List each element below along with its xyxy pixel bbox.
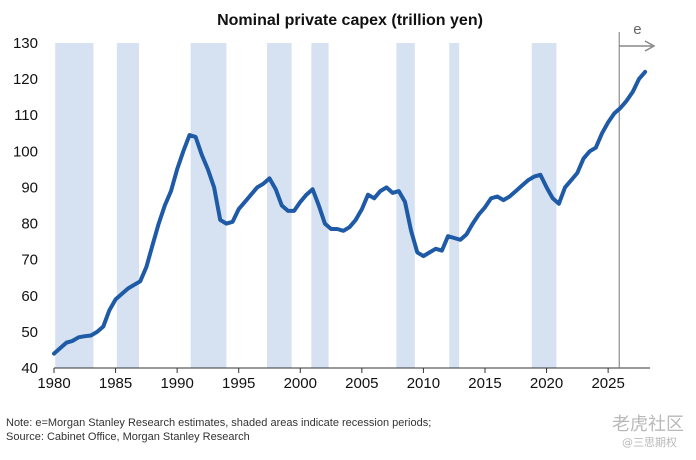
y-tick-label: 100 xyxy=(13,143,38,160)
y-axis: 40 50 60 70 80 90 100 110 120 130 xyxy=(13,35,38,377)
y-tick-label: 40 xyxy=(21,360,38,377)
x-tick-label: 2025 xyxy=(591,375,624,392)
recession-band-7 xyxy=(449,43,460,368)
x-tick-label: 1980 xyxy=(37,375,70,392)
recession-band-4 xyxy=(267,43,292,368)
recession-band-3 xyxy=(190,43,227,368)
watermark-logo: 老虎社区 xyxy=(612,414,684,435)
recession-band-2 xyxy=(116,43,139,368)
footnote-note: Note: e=Morgan Stanley Research estimate… xyxy=(6,417,432,429)
footnote-source: Source: Cabinet Office, Morgan Stanley R… xyxy=(6,431,250,443)
y-tick-label: 120 xyxy=(13,71,38,88)
x-tick-label: 2000 xyxy=(284,375,317,392)
y-tick-label: 110 xyxy=(14,107,38,124)
y-tick-label: 90 xyxy=(21,179,38,196)
watermark-handle: @三思期权 xyxy=(622,436,677,449)
capex-series-line xyxy=(52,69,648,356)
chart-title: Nominal private capex (trillion yen) xyxy=(217,12,483,29)
y-tick-label: 50 xyxy=(21,324,38,341)
x-axis: 1980 1985 1990 1995 2000 2005 2010 2015 2020 2025 xyxy=(37,367,650,392)
x-tick-label: 2005 xyxy=(345,375,378,392)
recession-shading xyxy=(55,43,557,368)
y-tick-label: 130 xyxy=(13,35,38,52)
x-tick-label: 2015 xyxy=(468,375,501,392)
y-tick-label: 60 xyxy=(21,288,38,305)
x-tick-label: 1995 xyxy=(222,375,255,392)
x-tick-label: 2020 xyxy=(530,375,563,392)
y-tick-label: 80 xyxy=(21,216,38,233)
forecast-label: e xyxy=(633,21,641,38)
x-tick-label: 1985 xyxy=(99,375,132,392)
recession-band-8 xyxy=(531,43,557,368)
forecast-arrow-head xyxy=(644,40,656,52)
forecast-marker: e xyxy=(618,21,656,368)
x-tick-label: 2010 xyxy=(407,375,440,392)
recession-band-1 xyxy=(55,43,94,368)
y-tick-label: 70 xyxy=(21,252,38,269)
x-tick-label: 1990 xyxy=(160,375,193,392)
